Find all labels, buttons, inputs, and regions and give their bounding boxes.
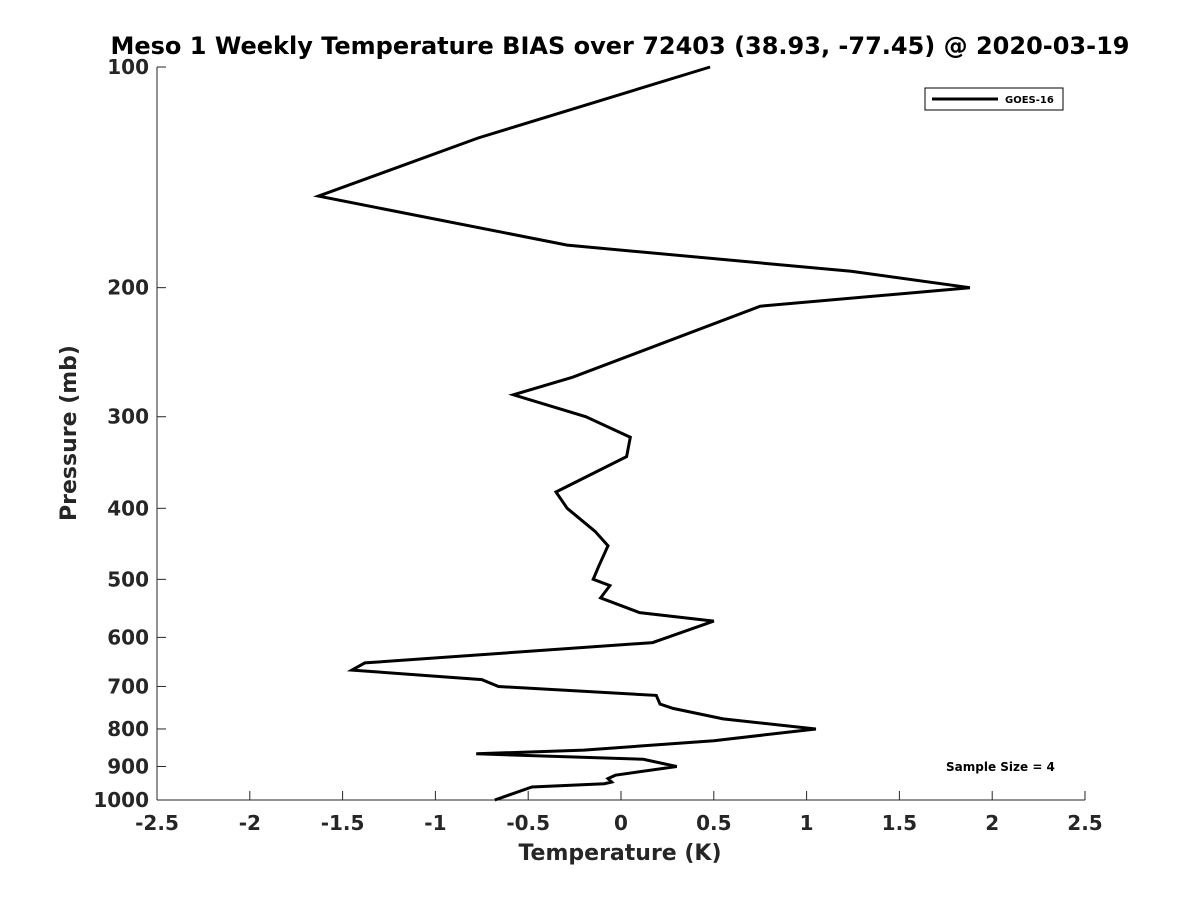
y-axis-label: Pressure (mb) [57,345,82,521]
legend-entry-goes-16: GOES-16 [1005,95,1054,106]
series-line-goes-16 [312,65,971,802]
x-tick-label: -0.5 [506,811,550,835]
y-tick-label: 900 [107,754,149,778]
x-tick-label: 1.5 [882,811,917,835]
x-tick-label: -2.5 [135,811,179,835]
chart-title: Meso 1 Weekly Temperature BIAS over 7240… [110,32,1129,60]
y-tick-label: 600 [107,625,149,649]
x-tick-label: -1 [424,811,446,835]
y-axis: 100 200 300 400 500 600 700 800 900 1000 [93,55,166,812]
y-tick-label: 400 [107,496,149,520]
x-tick-label: 1 [800,811,814,835]
x-tick-label: 2.5 [1067,811,1102,835]
y-tick-label: 1000 [93,788,149,812]
series-layer [312,65,971,802]
x-tick-label: -1.5 [321,811,365,835]
x-axis: -2.5 -2 -1.5 -1 -0.5 0 0.5 1 1.5 2 2.5 [135,791,1103,835]
x-tick-label: 0 [614,811,628,835]
y-tick-label: 700 [107,674,149,698]
y-tick-label: 500 [107,567,149,591]
x-tick-label: 2 [985,811,999,835]
y-tick-label: 800 [107,717,149,741]
y-tick-label: 300 [107,405,149,429]
x-tick-label: -2 [239,811,261,835]
x-axis-label: Temperature (K) [518,841,721,866]
y-tick-label: 100 [107,55,149,79]
y-tick-label: 200 [107,276,149,300]
sample-size-annotation: Sample Size = 4 [946,760,1055,774]
legend: GOES-16 [924,87,1064,111]
x-tick-label: 0.5 [696,811,731,835]
